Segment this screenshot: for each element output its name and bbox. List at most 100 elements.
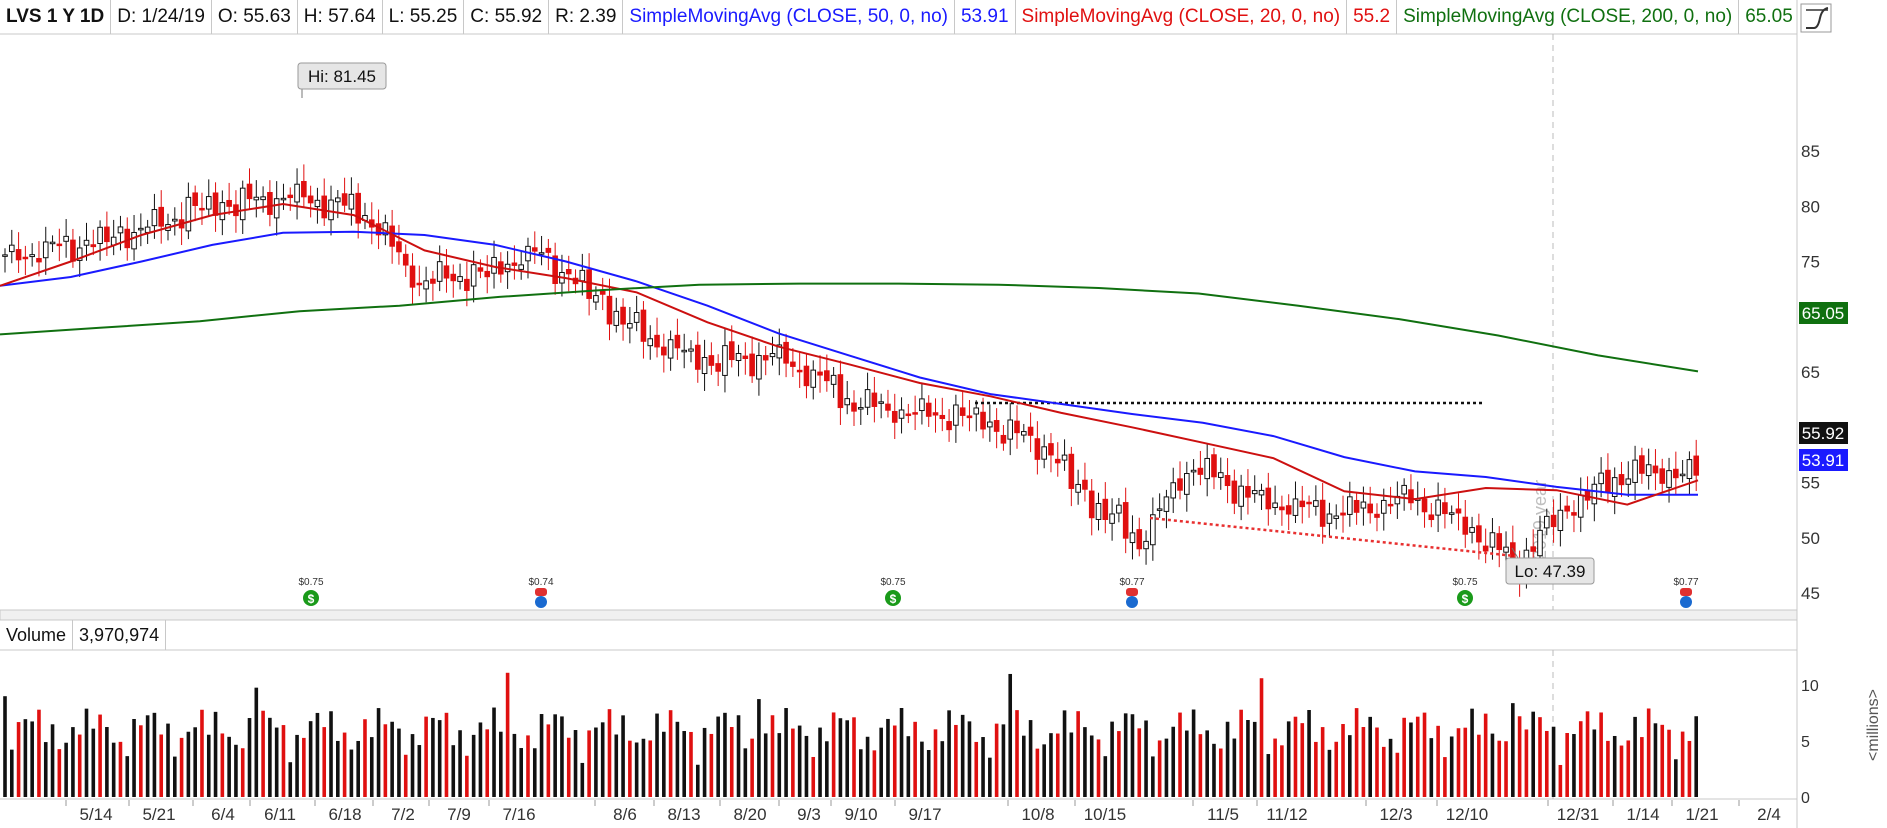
volume-bar [268, 717, 272, 797]
candle-body [701, 357, 708, 375]
volume-bar [152, 712, 157, 797]
drawing-tool-icon[interactable] [1800, 3, 1832, 33]
candle-body [1116, 504, 1122, 514]
volume-bar [1470, 708, 1474, 797]
candle-body [151, 209, 158, 227]
volume-bar [356, 740, 360, 797]
candle-body [70, 239, 76, 262]
candle-body [783, 341, 789, 364]
volume-bar [403, 754, 408, 797]
dollar-icon-glyph: $ [308, 592, 315, 606]
candle-body [1163, 496, 1170, 512]
candle-body [219, 202, 226, 221]
volume-bar [247, 718, 252, 797]
candle-body [1224, 475, 1231, 487]
earnings-icon [1126, 588, 1138, 596]
volume-bar [98, 714, 102, 797]
candle-body [1435, 499, 1441, 516]
volume-bar [621, 715, 625, 797]
sma50-value: 53.91 [955, 0, 1016, 34]
volume-bar [913, 721, 917, 797]
volume-bar [1089, 735, 1094, 797]
candle-body [708, 355, 715, 366]
volume-value: 3,970,974 [73, 620, 167, 650]
volume-bar [322, 727, 327, 797]
candle-body [76, 247, 83, 261]
volume-bar [920, 741, 924, 797]
volume-bar [682, 731, 686, 797]
dividend-marker: $0.75 $ [880, 577, 906, 606]
volume-bar [580, 762, 585, 797]
y-tick-label: 50 [1801, 529, 1820, 548]
volume-bar [77, 734, 82, 797]
volume-bar [539, 714, 544, 797]
high-label: H: 57.64 [298, 0, 383, 34]
volume-bar [1531, 711, 1535, 797]
candle-body [1374, 513, 1380, 518]
candle-body [470, 264, 477, 287]
sma50-study-label[interactable]: SimpleMovingAvg (CLOSE, 50, 0, no) [623, 0, 955, 34]
volume-bar [811, 756, 816, 797]
candle-body [1129, 532, 1136, 544]
candle-body [239, 187, 246, 221]
sma200-value: 65.05 [1739, 0, 1797, 34]
candle-body [226, 199, 232, 207]
candle-body [1265, 487, 1272, 510]
volume-bar [1001, 724, 1006, 797]
volume-bar [1680, 731, 1685, 797]
candle-body [885, 403, 891, 411]
candle-body [1618, 474, 1625, 486]
candle-body [124, 228, 131, 249]
candle-body [728, 341, 735, 361]
price-axis[interactable]: 455055606570758085 [1801, 142, 1820, 603]
candle-body [919, 398, 925, 412]
candle-body [1503, 546, 1509, 553]
sma200-study-label[interactable]: SimpleMovingAvg (CLOSE, 200, 0, no) [1397, 0, 1740, 34]
support-trendline[interactable] [1149, 516, 1516, 558]
volume-bar [757, 699, 761, 797]
sma20-line [0, 202, 1699, 506]
candle-body [837, 374, 844, 409]
candle-body [450, 273, 457, 282]
volume-bar [431, 717, 435, 797]
pane-separator[interactable] [0, 609, 1798, 621]
candle-body [1041, 446, 1047, 460]
volume-bar [1422, 712, 1427, 797]
candle-body [273, 198, 280, 219]
x-tick-label: 12/31 [1557, 805, 1600, 824]
time-axis[interactable]: 5/14 5/21 6/4 6/11 6/18 7/2 7/9 7/16 8/6 8/13 8/20… [65, 800, 1781, 824]
volume-bar [1239, 709, 1243, 797]
candle-body [742, 355, 749, 359]
candle-body [531, 247, 538, 252]
volume-bar [641, 738, 646, 797]
dividend-amount: $0.74 [528, 577, 553, 588]
volume-axis[interactable]: 0 5 10 [1801, 678, 1819, 807]
volume-bar [668, 710, 673, 797]
candle-body [1455, 508, 1462, 514]
x-tick-label: 9/17 [908, 805, 941, 824]
sma20-study-label[interactable]: SimpleMovingAvg (CLOSE, 20, 0, no) [1016, 0, 1348, 34]
dollar-icon [303, 590, 319, 606]
volume-bar [1069, 732, 1074, 797]
candle-body [1333, 515, 1340, 519]
candle-body [1421, 498, 1428, 513]
y-tick-label: 65 [1801, 363, 1820, 382]
volume-label[interactable]: Volume [0, 620, 74, 650]
volume-bar [1232, 738, 1237, 797]
volume-bar [1477, 734, 1481, 797]
volume-bar [994, 723, 999, 797]
volume-bar [1212, 743, 1216, 797]
x-tick-label: 8/13 [667, 805, 700, 824]
candle-body [545, 247, 552, 253]
symbol-label[interactable]: LVS 1 Y 1D [0, 0, 112, 34]
volume-bar [1307, 710, 1311, 797]
candle-body [1088, 490, 1095, 519]
volume-bar [30, 721, 34, 797]
volume-bar [1354, 708, 1359, 797]
candle-body [430, 278, 436, 284]
volume-bar [614, 734, 619, 797]
candle-body [980, 411, 986, 430]
candle-body [1679, 473, 1686, 477]
volume-bar [499, 731, 503, 797]
